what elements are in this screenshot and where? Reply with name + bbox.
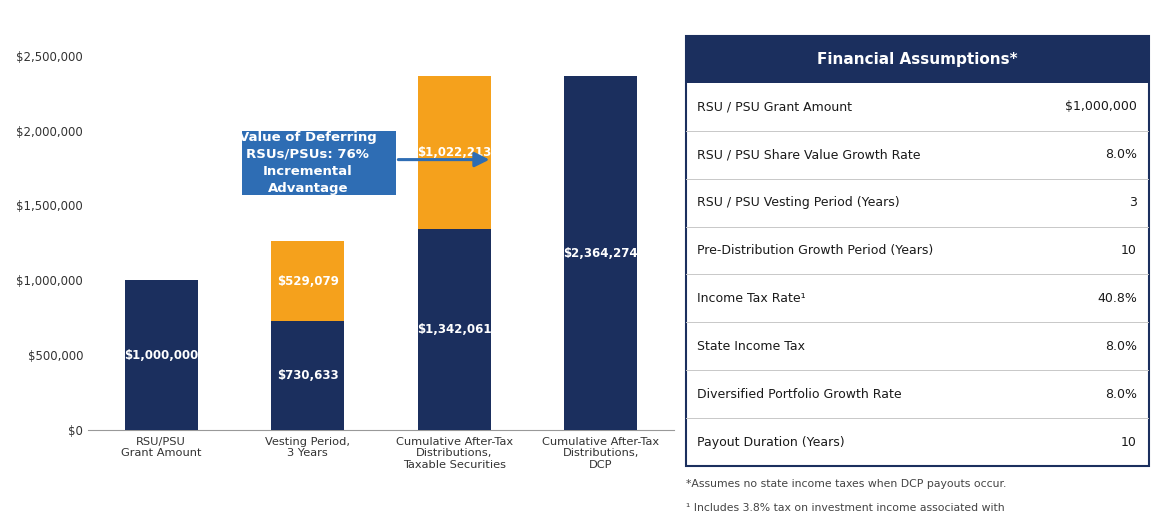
Bar (271, 241, 345, 321)
Text: $1,022,213: $1,022,213 (417, 146, 491, 159)
Bar (124, 280, 198, 430)
Text: $1,000,000: $1,000,000 (124, 349, 198, 362)
Text: $1,342,061: $1,342,061 (417, 323, 491, 336)
Text: $2,364,274: $2,364,274 (564, 247, 638, 260)
Text: 3: 3 (1129, 196, 1137, 209)
Text: Pre-Distribution Growth Period (Years): Pre-Distribution Growth Period (Years) (697, 244, 933, 257)
Text: Income Tax Rate¹: Income Tax Rate¹ (697, 292, 806, 305)
Bar (564, 76, 638, 430)
Text: 8.0%: 8.0% (1105, 340, 1137, 353)
Text: RSU / PSU Share Value Growth Rate: RSU / PSU Share Value Growth Rate (697, 148, 921, 161)
Text: 40.8%: 40.8% (1097, 292, 1137, 305)
Text: Value of Deferring
RSUs/PSUs: 76%
Incremental
Advantage: Value of Deferring RSUs/PSUs: 76% Increm… (239, 131, 376, 195)
FancyBboxPatch shape (241, 131, 395, 195)
Text: *Assumes no state income taxes when DCP payouts occur.: *Assumes no state income taxes when DCP … (686, 479, 1006, 489)
Text: Payout Duration (Years): Payout Duration (Years) (697, 436, 845, 449)
Text: ¹ Includes 3.8% tax on investment income associated with: ¹ Includes 3.8% tax on investment income… (686, 503, 1004, 513)
Text: State Income Tax: State Income Tax (697, 340, 805, 353)
Text: 10: 10 (1122, 244, 1137, 257)
Bar (686, 36, 1149, 83)
Text: $1,000,000: $1,000,000 (1065, 100, 1137, 113)
Text: RSU / PSU Vesting Period (Years): RSU / PSU Vesting Period (Years) (697, 196, 900, 209)
Text: 10: 10 (1122, 436, 1137, 449)
Text: 8.0%: 8.0% (1105, 148, 1137, 161)
Text: $730,633: $730,633 (277, 369, 339, 382)
Text: Financial Assumptions*: Financial Assumptions* (817, 52, 1017, 67)
Text: 8.0%: 8.0% (1105, 388, 1137, 401)
Bar (417, 229, 491, 430)
Text: RSU / PSU Grant Amount: RSU / PSU Grant Amount (697, 100, 852, 113)
Text: $529,079: $529,079 (277, 275, 339, 287)
Bar (417, 76, 491, 229)
Text: Diversified Portfolio Growth Rate: Diversified Portfolio Growth Rate (697, 388, 901, 401)
Bar (271, 321, 345, 430)
